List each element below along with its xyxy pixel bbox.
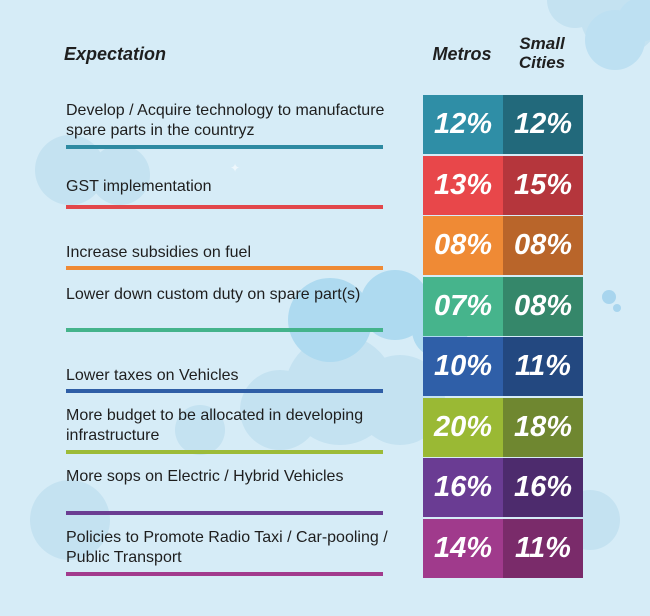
row-underline (66, 511, 383, 515)
small-cities-value-cell: 08% (503, 216, 583, 275)
small-cities-value-cell: 16% (503, 458, 583, 517)
expectation-label: Lower taxes on Vehicles (66, 367, 239, 384)
small-cities-value-cell: 18% (503, 397, 583, 457)
row-underline (66, 389, 383, 393)
small-cities-value-cell: 15% (503, 155, 583, 215)
small-cities-value-cell: 08% (503, 276, 583, 336)
row-underline (66, 328, 383, 332)
row-underline (66, 145, 383, 149)
metros-value-cell: 07% (423, 276, 503, 336)
metros-value-cell: 10% (423, 337, 503, 396)
expectation-label: More sops on Electric / Hybrid Vehicles (66, 468, 344, 485)
row-underline (66, 572, 383, 576)
svg-text:✦: ✦ (230, 161, 240, 175)
row-underline (66, 205, 383, 209)
expectation-label: Develop / Acquire technology to manufact… (66, 102, 385, 139)
expectation-label: GST implementation (66, 178, 212, 195)
row-underline (66, 450, 383, 454)
metros-header: Metros (432, 44, 492, 64)
small-cities-value-cell: 11% (503, 337, 583, 396)
small-cities-value-cell: 11% (503, 518, 583, 578)
expectation-header: Expectation (64, 44, 167, 64)
metros-value-cell: 14% (423, 518, 503, 578)
small-cities-header: Small Cities (518, 34, 566, 72)
row-underline (66, 266, 383, 270)
expectation-label: More budget to be allocated in developin… (66, 407, 364, 444)
expectation-label: Increase subsidies on fuel (66, 244, 251, 261)
metros-value-cell: 12% (423, 95, 503, 154)
metros-value-cell: 08% (423, 216, 503, 275)
expectation-label: Lower down custom duty on spare part(s) (66, 286, 361, 303)
metros-value-cell: 16% (423, 458, 503, 517)
expectation-label: Policies to Promote Radio Taxi / Car-poo… (66, 529, 388, 566)
metros-value-cell: 13% (423, 155, 503, 215)
metros-value-cell: 20% (423, 397, 503, 457)
small-cities-value-cell: 12% (503, 95, 583, 154)
